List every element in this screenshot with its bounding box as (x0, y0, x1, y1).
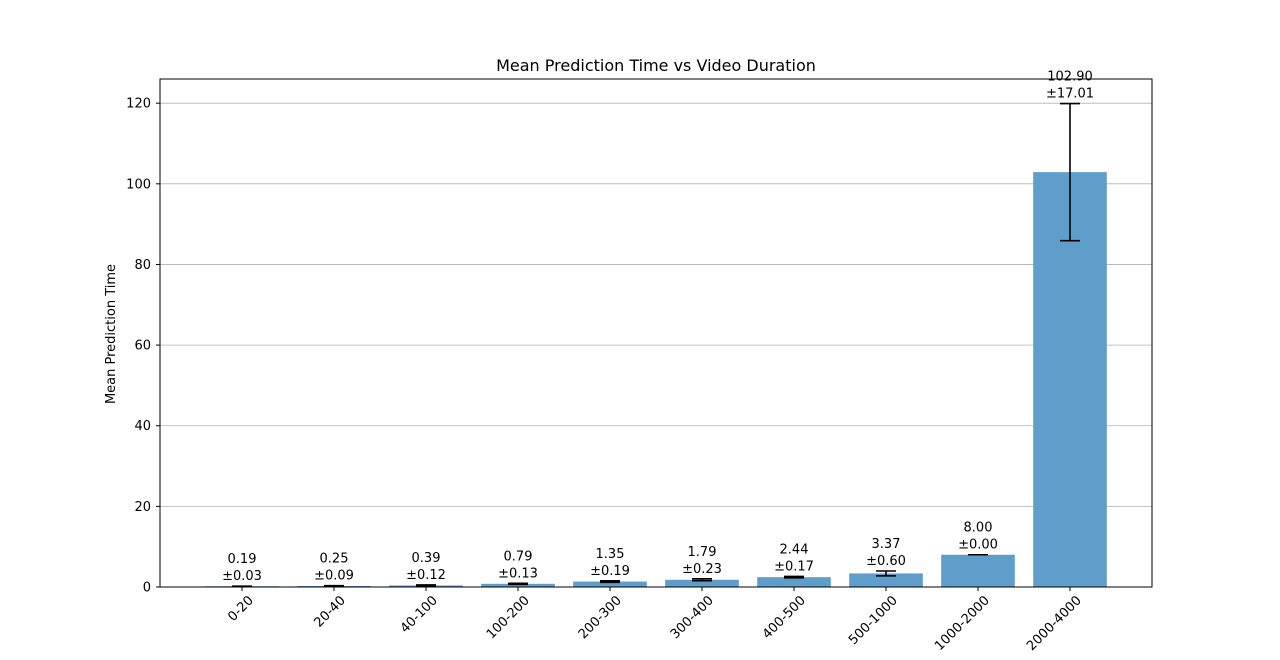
x-tick-label: 20-40 (312, 593, 349, 630)
x-tick-label: 2000-4000 (1024, 593, 1085, 654)
value-label: 1.35 (596, 547, 625, 562)
y-axis-label: Mean Prediction Time (104, 264, 119, 404)
bars (205, 172, 1107, 587)
error-label: ±0.23 (682, 562, 722, 577)
value-label: 0.19 (228, 552, 257, 567)
value-label: 102.90 (1047, 70, 1093, 85)
y-tick-label: 60 (134, 339, 151, 354)
bar (573, 581, 647, 587)
value-label: 3.37 (872, 537, 901, 552)
y-tick-label: 0 (143, 581, 151, 596)
error-label: ±0.12 (406, 568, 446, 583)
x-tick-label: 1000-2000 (932, 593, 993, 654)
bar (481, 583, 555, 587)
value-label: 0.39 (412, 551, 441, 566)
y-tick-label: 120 (126, 97, 151, 112)
bar (757, 577, 831, 587)
error-label: ±0.09 (314, 569, 354, 584)
grid-lines (160, 102, 1152, 588)
error-label: ±0.19 (590, 564, 630, 579)
error-label: ±0.00 (958, 538, 998, 553)
x-tick-label: 0-20 (225, 593, 256, 624)
error-label: ±0.13 (498, 566, 538, 581)
y-tick-label: 100 (126, 177, 151, 192)
x-tick-label: 400-500 (760, 593, 809, 642)
x-tick-label: 300-400 (668, 593, 717, 642)
value-label: 8.00 (964, 521, 993, 536)
value-label: 0.79 (504, 549, 533, 564)
x-ticks: 0-20 20-40 40-100 100-200 200-300 300-400 400-… (225, 587, 1085, 654)
error-bars (232, 102, 1080, 588)
chart-title: Mean Prediction Time vs Video Duration (496, 56, 816, 75)
x-tick-label: 100-200 (484, 593, 533, 642)
value-label: 1.79 (688, 545, 717, 560)
data-labels: ±0.03 0.19 ±0.09 0.25 ±0.12 0.39 ±0.13 0.79 ±0.1… (222, 70, 1094, 585)
y-tick-label: 20 (134, 500, 151, 515)
error-label: ±0.17 (774, 559, 814, 574)
error-label: ±0.03 (222, 569, 262, 584)
bar (941, 554, 1015, 587)
y-tick-label: 40 (134, 419, 151, 434)
y-ticks: 0 20 40 60 80 100 120 (126, 97, 160, 596)
value-label: 0.25 (320, 552, 349, 567)
bar (665, 579, 739, 587)
plot-frame (159, 78, 1153, 588)
error-label: ±17.01 (1046, 87, 1094, 102)
error-label: ±0.60 (866, 554, 906, 569)
x-tick-label: 200-300 (576, 593, 625, 642)
value-label: 2.44 (780, 542, 809, 557)
bar (849, 573, 923, 587)
y-tick-label: 80 (134, 258, 151, 273)
x-tick-label: 500-1000 (846, 593, 901, 648)
x-tick-label: 40-100 (398, 593, 441, 636)
